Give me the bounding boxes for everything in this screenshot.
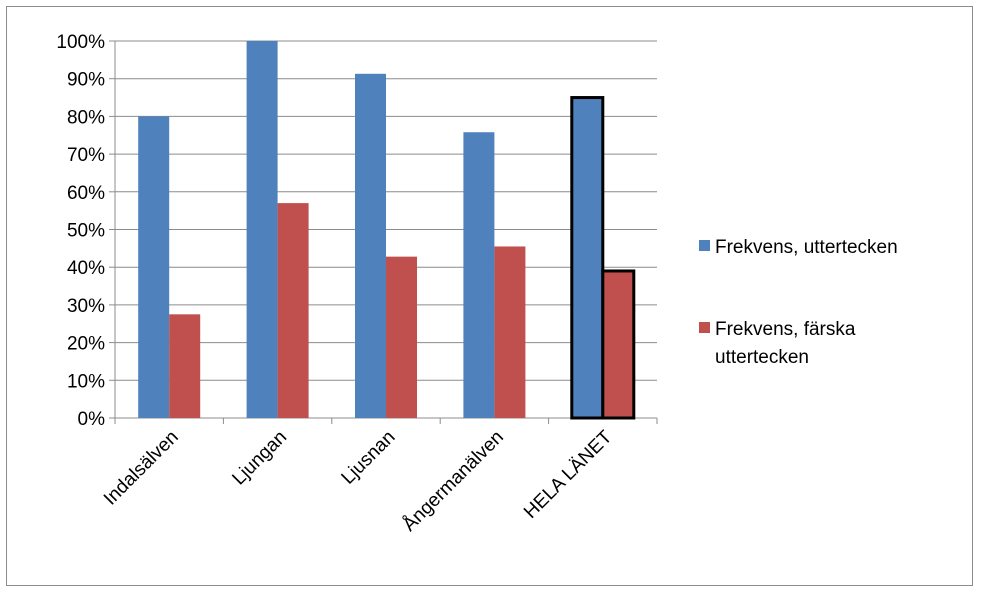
legend-swatch (699, 322, 710, 333)
y-tick-label: 0% (78, 409, 106, 430)
bar-frekvens-farska-uttertecken (169, 314, 201, 418)
x-category-label: Ljungan (228, 427, 291, 490)
y-tick-label: 20% (67, 334, 105, 355)
bar-frekvens-uttertecken (463, 132, 495, 418)
bar-frekvens-uttertecken (570, 96, 605, 420)
bar-frekvens-uttertecken (246, 41, 278, 418)
bar-frekvens-uttertecken (138, 116, 170, 419)
x-category-label: Ljusnan (338, 427, 400, 489)
bar-frekvens-farska-uttertecken (277, 203, 309, 418)
legend-swatch (699, 240, 710, 251)
x-category-label: Ångermanälven (399, 427, 508, 536)
y-tick-label: 70% (67, 145, 105, 166)
y-tick-label: 10% (67, 371, 105, 392)
y-tick-label: 80% (67, 107, 105, 128)
y-tick-label: 50% (67, 221, 105, 242)
x-category-label: Indalsälven (100, 427, 183, 510)
legend-label: Frekvens, uttertecken (715, 237, 898, 258)
y-tick-label: 60% (67, 183, 105, 204)
y-tick-label: 40% (67, 258, 105, 279)
bar-frekvens-farska-uttertecken (386, 256, 417, 418)
legend-label: uttertecken (715, 347, 809, 368)
bar-frekvens-farska-uttertecken (494, 246, 526, 418)
y-tick-label: 90% (67, 70, 105, 91)
x-category-label: HELA LÄNET (520, 426, 617, 523)
y-tick-label: 30% (67, 296, 105, 317)
y-tick-label: 100% (56, 32, 105, 53)
bar-frekvens-farska-uttertecken (601, 269, 636, 420)
bar-frekvens-uttertecken (355, 73, 386, 418)
legend-label: Frekvens, färska (715, 319, 856, 340)
